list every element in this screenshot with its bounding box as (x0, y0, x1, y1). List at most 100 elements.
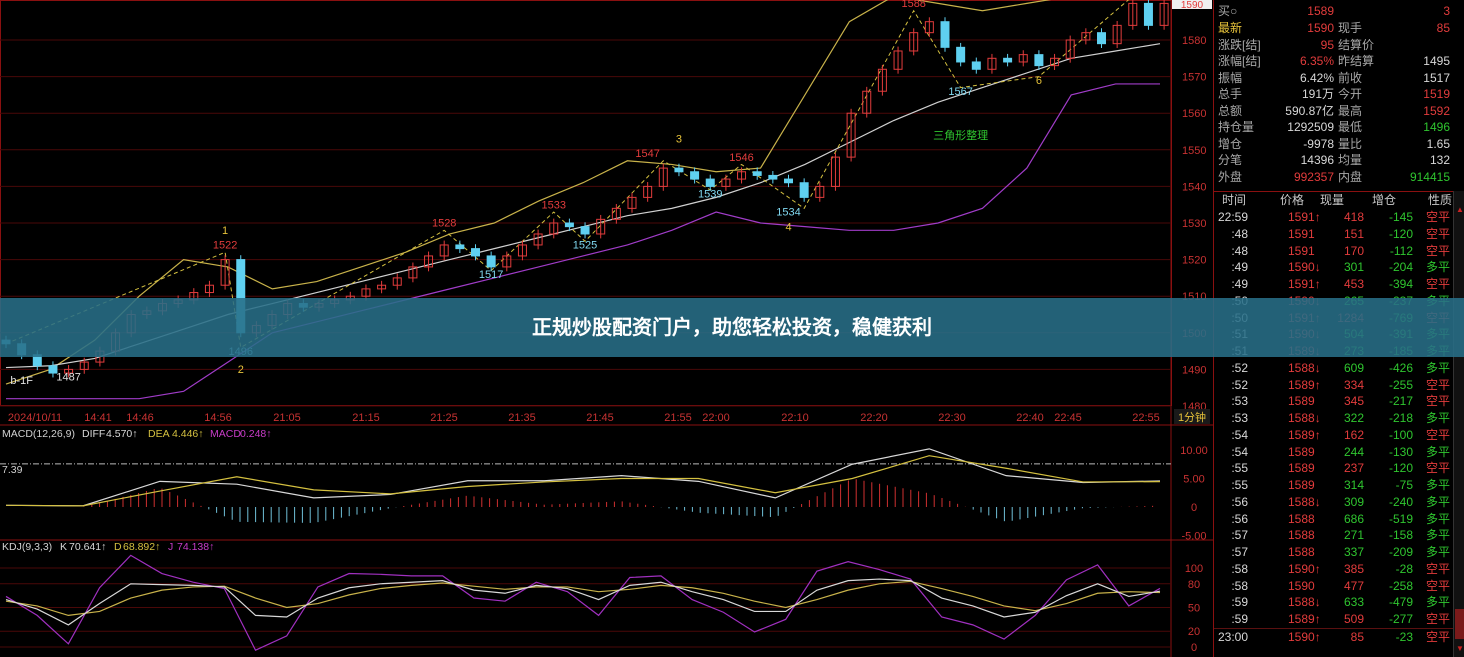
chart-annotation: 1547 (635, 148, 659, 160)
candle-up (424, 255, 434, 268)
quote-value: 1519 (1423, 87, 1450, 101)
macd-tick-label: 0 (1191, 502, 1197, 514)
quote-row: 总额 590.87亿 最高 1592 (1214, 103, 1454, 119)
trade-row: 23:00 1590↑ 85 -23 空平 (1214, 627, 1454, 646)
chart-annotation: 1528 (432, 218, 456, 230)
quote-label: 分笔 (1218, 153, 1243, 167)
trade-row: :52 1588↓ 609 -426 多平 (1214, 360, 1454, 377)
trade-row: :56 1588 686 -519 多平 (1214, 511, 1454, 528)
futures-chart[interactable]: 1480149015001510152015301540155015601570… (0, 0, 1213, 657)
trades-header-cell: 时间 (1222, 193, 1247, 207)
quote-label: 总额 (1218, 103, 1243, 118)
trade-time: :59 (1231, 612, 1248, 626)
candle-up (830, 156, 840, 187)
quote-label: 结算价 (1338, 37, 1375, 52)
candle-up (877, 68, 887, 92)
price-plot (1, 0, 1169, 400)
price-tick-label: 1560 (1182, 108, 1206, 120)
trade-row: :54 1589 244 -130 多平 (1214, 444, 1454, 461)
scroll-down-icon[interactable]: ▼ (1456, 644, 1464, 653)
trades-header-cell: 性质 (1428, 193, 1453, 207)
chart-annotation: 1539 (698, 188, 722, 200)
candle-up (377, 284, 387, 290)
kdj-legend-value: 70.641↑ (69, 541, 106, 553)
quote-value: 1590 (1307, 21, 1334, 35)
promo-banner: 正规炒股配资门户，助您轻松投资，稳健获利 (0, 298, 1464, 357)
trade-time: :58 (1231, 561, 1248, 576)
trade-time: :56 (1231, 494, 1248, 509)
quote-row: 涨幅[结] 6.35% 昨结算 1495 (1214, 53, 1454, 69)
quote-value: 1517 (1423, 70, 1450, 85)
candle-up (815, 185, 825, 198)
trade-volume: 271 (1343, 528, 1364, 543)
trade-row: :52 1589↑ 334 -255 空平 (1214, 377, 1454, 394)
candle-up (79, 361, 89, 370)
trades-scrollbar[interactable]: ▲ ▼ (1453, 191, 1464, 657)
macd-tick-label: -5.00 (1181, 531, 1206, 543)
trade-price: 1588↓ (1288, 360, 1321, 375)
trade-open-interest-change: -255 (1388, 377, 1413, 392)
trade-open-interest-change: -130 (1388, 444, 1413, 459)
trade-type: 多平 (1426, 360, 1451, 375)
quote-value: -9978 (1303, 136, 1334, 151)
candle-up (1018, 54, 1028, 63)
trade-type: 多平 (1426, 478, 1451, 492)
trade-price: 1591↑ (1288, 277, 1321, 291)
trade-row: :53 1589 345 -217 空平 (1214, 393, 1454, 410)
chart-annotation: b-1F (10, 375, 33, 387)
kdj-tick-label: 0 (1191, 642, 1197, 654)
trade-time: :52 (1231, 377, 1248, 392)
trade-type: 多平 (1426, 494, 1451, 509)
chart-annotation: 2 (238, 364, 244, 376)
chart-annotation: 3 (676, 133, 682, 145)
buy-label: 买○ (1218, 4, 1238, 18)
candle-down (799, 182, 809, 198)
trade-time: 22:59 (1217, 210, 1248, 224)
quote-panel: 买○ 1589 3 最新 1590 现手 85 涨跌[结] 95 结算价 涨幅[结… (1213, 0, 1464, 657)
trade-open-interest-change: -479 (1388, 595, 1413, 610)
trade-open-interest-change: -204 (1388, 260, 1413, 275)
buy-qty: 3 (1443, 4, 1450, 18)
quote-value: 1592 (1423, 103, 1450, 118)
candle-down (690, 171, 700, 180)
trade-open-interest-change: -120 (1388, 461, 1413, 476)
trade-type: 空平 (1426, 394, 1451, 409)
kdj-tick-label: 80 (1188, 579, 1200, 591)
chart-annotation: 1517 (479, 269, 503, 281)
candle-down (564, 222, 574, 228)
trade-type: 空平 (1426, 612, 1451, 626)
trade-volume: 244 (1343, 444, 1364, 459)
candle-up (1065, 39, 1075, 59)
candle-up (1128, 2, 1138, 26)
price-tick-label: 1550 (1182, 145, 1206, 157)
trade-volume: 309 (1343, 494, 1364, 509)
trade-open-interest-change: -394 (1388, 277, 1413, 291)
trade-type: 空平 (1426, 427, 1451, 442)
trade-row: :59 1589↑ 509 -277 空平 (1214, 611, 1454, 628)
candle-up (643, 185, 653, 198)
trade-row: :57 1588 271 -158 多平 (1214, 527, 1454, 544)
trade-price: 1590 (1288, 578, 1315, 593)
trade-volume: 237 (1343, 461, 1364, 476)
candle-up (737, 171, 747, 180)
macd-tick-label: 5.00 (1183, 474, 1204, 486)
scroll-thumb[interactable] (1455, 609, 1464, 639)
trade-type: 多平 (1426, 595, 1451, 610)
macd-legend-label: MACD (210, 428, 241, 440)
macd-legend-value: 4.446↑ (172, 428, 204, 440)
candle-up (721, 178, 731, 187)
scroll-up-icon[interactable]: ▲ (1456, 205, 1464, 214)
macd-dea-line (5, 455, 1161, 507)
quote-label: 均量 (1338, 153, 1363, 167)
candle-up (502, 255, 512, 268)
chart-annotation: 4 (785, 221, 791, 233)
macd-legend-label: DEA (148, 428, 170, 440)
trade-volume: 477 (1343, 578, 1364, 593)
kdj-legend-label: K (60, 541, 67, 553)
trade-time: :55 (1231, 478, 1248, 492)
trade-volume: 509 (1343, 612, 1364, 626)
trade-time: :55 (1231, 461, 1248, 476)
trade-type: 多平 (1426, 444, 1451, 459)
price-tick-label: 1520 (1182, 255, 1206, 267)
quote-label: 前收 (1338, 70, 1363, 85)
